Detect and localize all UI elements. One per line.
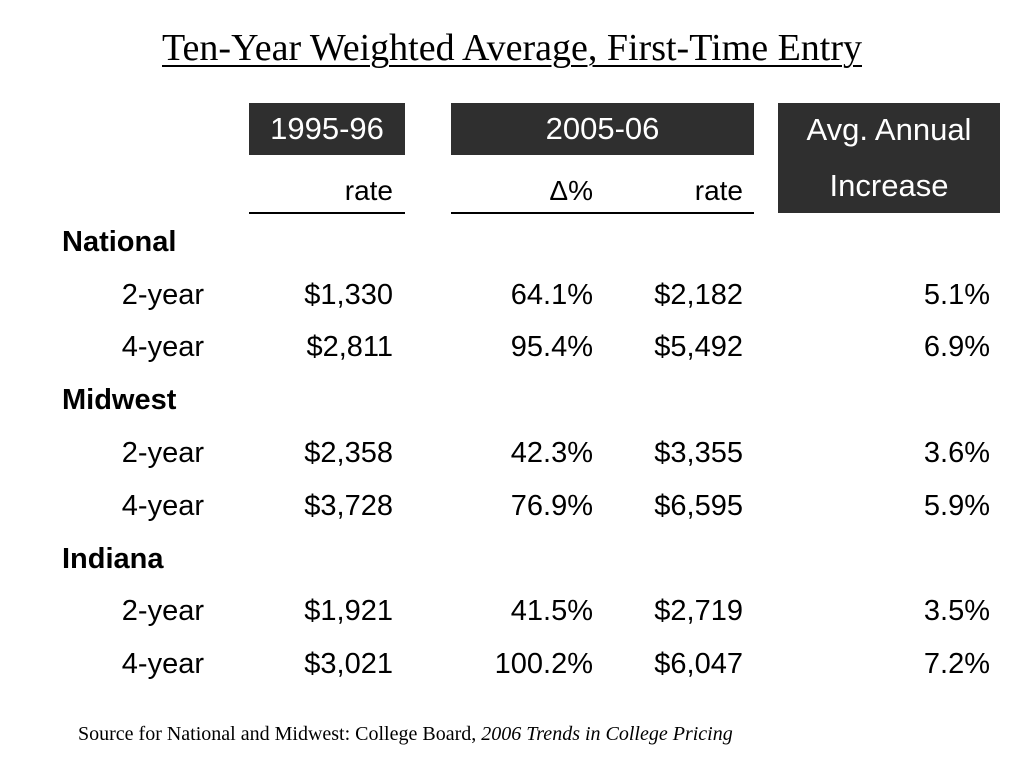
header-1995-96: 1995-96 — [249, 103, 405, 155]
cell-rate-2005: $6,047 — [654, 648, 743, 680]
page-title: Ten-Year Weighted Average, First-Time En… — [162, 27, 862, 69]
cell-rate-2005: $5,492 — [654, 331, 743, 363]
header-1995-96-label: 1995-96 — [270, 111, 384, 146]
cell-rate-2005: $3,355 — [654, 437, 743, 469]
cell-rate-2005: $2,719 — [654, 595, 743, 627]
row-label: 2-year — [121, 279, 204, 311]
cell-avg-increase: 3.6% — [923, 437, 990, 469]
header-increase-label: Increase — [829, 168, 949, 203]
group-label-indiana: Indiana — [62, 543, 164, 575]
row-label: 4-year — [121, 648, 204, 680]
cell-delta: 42.3% — [510, 437, 593, 469]
cell-avg-increase: 6.9% — [923, 331, 990, 363]
cell-rate-1995: $2,358 — [304, 437, 393, 469]
subheader-delta: Δ% — [549, 175, 593, 206]
header-2005-06-label: 2005-06 — [545, 111, 660, 146]
row-label: 2-year — [121, 595, 204, 627]
source-note: Source for National and Midwest: College… — [78, 723, 733, 746]
cell-avg-increase: 5.1% — [923, 279, 990, 311]
source-italic: 2006 Trends in College Pricing — [481, 723, 733, 745]
cell-delta: 64.1% — [510, 279, 593, 311]
cell-delta: 76.9% — [510, 490, 593, 522]
group-label-midwest: Midwest — [62, 384, 177, 416]
header-rule-2005 — [451, 212, 754, 214]
cell-rate-1995: $1,330 — [304, 279, 393, 311]
row-label: 4-year — [121, 490, 204, 522]
source-text: Source for National and Midwest: College… — [78, 723, 477, 745]
row-label: 2-year — [121, 437, 204, 469]
cell-rate-1995: $1,921 — [304, 595, 393, 627]
cell-rate-2005: $6,595 — [654, 490, 743, 522]
cell-delta: 41.5% — [510, 595, 593, 627]
header-avg-annual-increase: Avg. Annual Increase — [778, 103, 1000, 213]
cell-delta: 100.2% — [494, 648, 593, 680]
group-label-national: National — [62, 226, 177, 258]
cell-avg-increase: 5.9% — [923, 490, 990, 522]
cell-avg-increase: 7.2% — [923, 648, 990, 680]
header-2005-06: 2005-06 — [451, 103, 754, 155]
cell-rate-1995: $3,021 — [304, 648, 393, 680]
row-label: 4-year — [121, 331, 204, 363]
subheader-rate-1995: rate — [344, 175, 393, 206]
cell-rate-2005: $2,182 — [654, 279, 743, 311]
header-rule-1995 — [249, 212, 405, 214]
header-avg-annual-label: Avg. Annual — [806, 112, 972, 147]
cell-rate-1995: $3,728 — [304, 490, 393, 522]
cell-avg-increase: 3.5% — [923, 595, 990, 627]
cell-delta: 95.4% — [510, 331, 593, 363]
cell-rate-1995: $2,811 — [306, 331, 393, 363]
subheader-rate-2005: rate — [694, 175, 743, 206]
